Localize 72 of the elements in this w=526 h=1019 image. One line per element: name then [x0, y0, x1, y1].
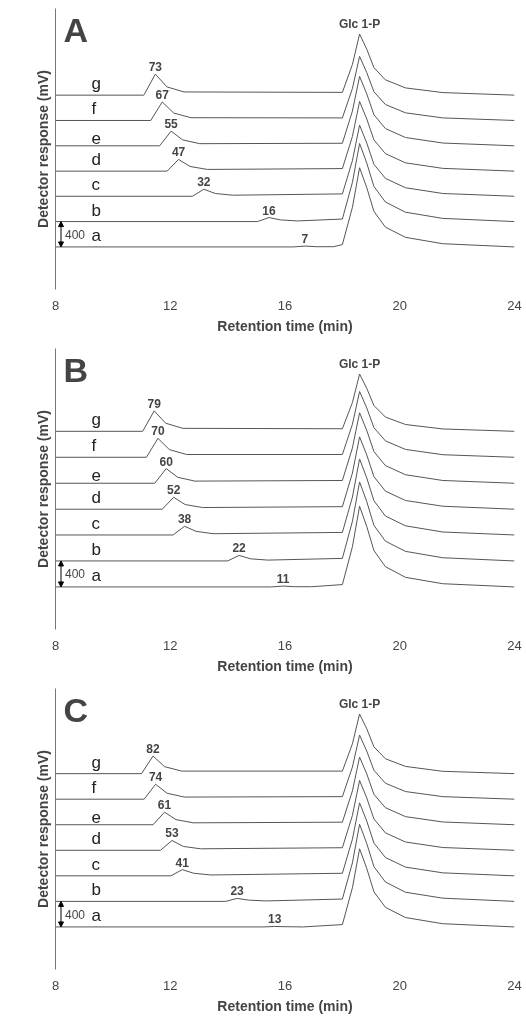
series-label: g: [91, 74, 101, 94]
x-tick-label: 20: [392, 637, 407, 653]
x-tick-label: 24: [507, 297, 522, 313]
series-label: b: [91, 200, 101, 220]
annotation: 70: [151, 424, 165, 439]
annotation: 13: [268, 912, 282, 927]
y-axis-title: Detector response (mV): [34, 750, 51, 908]
y-axis-title: Detector response (mV): [34, 70, 51, 228]
annotation: 52: [167, 483, 181, 498]
annotation: 53: [165, 826, 179, 841]
x-tick-label: 20: [392, 977, 407, 993]
series-label: d: [91, 829, 101, 849]
annotation: 16: [262, 203, 276, 218]
x-tick-label: 12: [163, 637, 178, 653]
annotation: 32: [197, 175, 211, 190]
annotation: 400: [65, 907, 86, 922]
series-label: e: [91, 466, 101, 486]
x-tick-label: 12: [163, 297, 178, 313]
annotation: 41: [175, 855, 190, 870]
x-tick-label: 8: [51, 297, 60, 313]
series-label: c: [91, 513, 101, 533]
series-label: d: [91, 150, 101, 170]
chart-title: C: [63, 690, 89, 729]
x-tick-label: 12: [163, 977, 178, 993]
annotation: 60: [159, 454, 174, 469]
x-tick-label: 16: [277, 637, 293, 653]
series-label: a: [91, 905, 102, 925]
y-axis-title: Detector response (mV): [34, 410, 51, 568]
series-label: c: [91, 854, 101, 874]
annotation: 61: [157, 798, 172, 813]
annotation: 38: [177, 512, 192, 527]
annotation: 22: [232, 541, 247, 556]
series-label: b: [91, 539, 101, 559]
annotation: Glc 1-P: [338, 17, 381, 32]
series-label: d: [91, 488, 101, 508]
annotation: 23: [230, 884, 245, 899]
annotation: 11: [276, 572, 290, 587]
series-label: a: [91, 565, 102, 585]
series-label: f: [91, 99, 97, 119]
annotation: 73: [148, 60, 163, 75]
annotation: 47: [171, 145, 186, 160]
series-label: c: [91, 175, 101, 195]
annotation: 7: [301, 232, 309, 247]
series-label: g: [91, 410, 101, 430]
annotation: 55: [164, 117, 179, 132]
series-label: e: [91, 807, 101, 827]
x-axis-title: Retention time (min): [217, 317, 353, 334]
chart-title: B: [63, 350, 89, 389]
series-label: e: [91, 128, 101, 148]
x-tick-label: 16: [277, 977, 293, 993]
series-label: b: [91, 880, 101, 900]
x-tick-label: 24: [507, 977, 522, 993]
x-tick-label: 8: [51, 977, 60, 993]
x-tick-label: 8: [51, 637, 60, 653]
annotation: 74: [148, 770, 163, 785]
annotation: 400: [65, 567, 86, 582]
chart-title: A: [63, 10, 89, 49]
annotation: Glc 1-P: [338, 697, 381, 712]
annotation: 400: [65, 227, 86, 242]
series-label: f: [91, 436, 97, 456]
x-axis-title: Retention time (min): [217, 997, 353, 1014]
x-tick-label: 24: [507, 637, 522, 653]
annotation: Glc 1-P: [338, 357, 381, 372]
x-axis-title: Retention time (min): [217, 657, 353, 674]
x-tick-label: 16: [277, 297, 293, 313]
x-tick-label: 20: [392, 297, 407, 313]
annotation: 79: [147, 396, 162, 411]
annotation: 82: [146, 741, 161, 756]
annotation: 67: [155, 87, 170, 102]
series-label: g: [91, 752, 101, 772]
series-label: f: [91, 778, 97, 798]
series-label: a: [91, 225, 102, 245]
